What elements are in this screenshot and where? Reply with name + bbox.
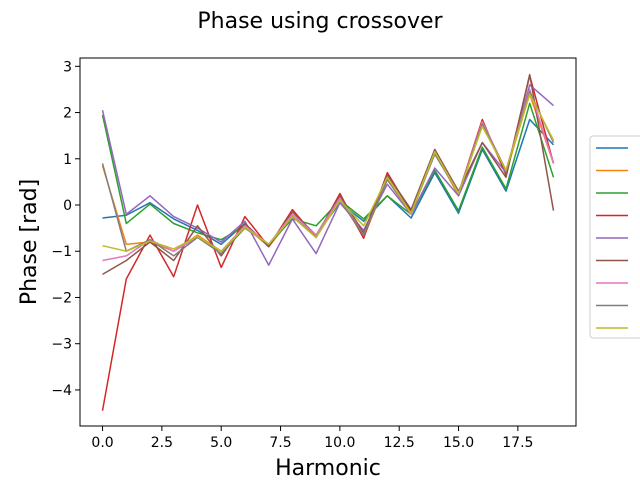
x-axis: 0.0 2.5 5.0 7.5 10.0 12.5 15.0 17.5 bbox=[91, 426, 533, 451]
x-tick-label: 0.0 bbox=[91, 435, 113, 451]
series-layer bbox=[101, 73, 555, 411]
legend-box bbox=[589, 135, 640, 339]
x-axis-label: Harmonic bbox=[275, 456, 381, 480]
y-tick-label: −3 bbox=[51, 337, 72, 353]
y-axis: −4 −3 −2 −1 0 1 2 3 bbox=[51, 59, 80, 399]
x-tick-label: 5.0 bbox=[210, 435, 232, 451]
chart-title: Phase using crossover bbox=[197, 9, 443, 34]
x-tick-label: 7.5 bbox=[269, 435, 291, 451]
series-line-9 bbox=[102, 93, 555, 252]
legend bbox=[589, 135, 640, 339]
plot-area bbox=[80, 58, 576, 426]
x-tick-label: 10.0 bbox=[324, 435, 355, 451]
x-tick-label: 12.5 bbox=[384, 435, 415, 451]
x-tick-label: 2.5 bbox=[151, 435, 173, 451]
y-tick-label: −4 bbox=[51, 383, 72, 399]
x-tick-label: 17.5 bbox=[502, 435, 533, 451]
y-tick-label: 0 bbox=[63, 198, 72, 214]
y-tick-label: −2 bbox=[51, 290, 72, 306]
x-tick-label: 15.0 bbox=[443, 435, 474, 451]
y-tick-label: 1 bbox=[63, 152, 72, 168]
series-line-3 bbox=[101, 102, 555, 246]
y-tick-label: −1 bbox=[51, 244, 72, 260]
y-axis-label: Phase [rad] bbox=[17, 179, 42, 305]
y-tick-label: 2 bbox=[63, 106, 72, 122]
plot-frame bbox=[79, 57, 577, 427]
y-tick-label: 3 bbox=[63, 59, 72, 75]
